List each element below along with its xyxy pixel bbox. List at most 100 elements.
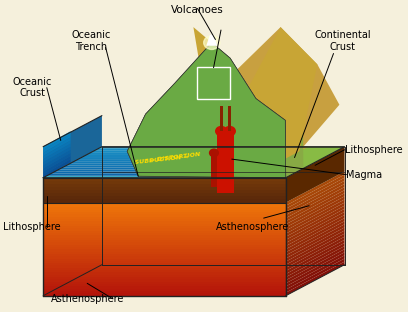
Polygon shape [43, 275, 286, 277]
Polygon shape [43, 156, 71, 175]
Polygon shape [43, 251, 286, 254]
Polygon shape [43, 280, 286, 282]
Text: Lithosphere: Lithosphere [3, 222, 61, 232]
Polygon shape [43, 294, 286, 296]
Polygon shape [75, 159, 204, 161]
Polygon shape [43, 233, 286, 235]
Text: ← DISTORTION: ← DISTORTION [149, 151, 201, 163]
Polygon shape [47, 173, 177, 176]
Polygon shape [286, 246, 344, 280]
Text: Oceanic
Trench: Oceanic Trench [71, 30, 111, 52]
Polygon shape [286, 218, 344, 252]
Polygon shape [286, 206, 344, 240]
Polygon shape [43, 176, 173, 178]
Polygon shape [286, 181, 344, 215]
Polygon shape [169, 147, 344, 178]
Circle shape [204, 36, 220, 50]
Text: Magma: Magma [346, 170, 383, 180]
Polygon shape [43, 137, 71, 156]
Polygon shape [43, 259, 286, 261]
Polygon shape [286, 249, 344, 283]
Polygon shape [228, 106, 231, 131]
Polygon shape [43, 291, 286, 294]
Polygon shape [43, 212, 286, 214]
Polygon shape [43, 134, 71, 153]
Polygon shape [43, 228, 286, 231]
Text: Asthenosphere: Asthenosphere [51, 294, 124, 304]
Polygon shape [59, 168, 189, 169]
Polygon shape [286, 243, 344, 277]
Polygon shape [286, 237, 344, 271]
Circle shape [224, 126, 235, 136]
Polygon shape [82, 155, 213, 157]
Circle shape [216, 126, 227, 136]
Polygon shape [43, 116, 102, 178]
Polygon shape [286, 147, 344, 202]
Polygon shape [286, 193, 344, 227]
Polygon shape [43, 266, 286, 268]
Polygon shape [98, 147, 228, 149]
Polygon shape [43, 187, 286, 190]
Polygon shape [286, 224, 344, 259]
Polygon shape [43, 207, 286, 210]
Bar [197, 67, 230, 99]
Polygon shape [90, 151, 220, 153]
Polygon shape [286, 215, 344, 249]
Text: Volcanoes: Volcanoes [171, 5, 224, 15]
Circle shape [210, 149, 218, 157]
Polygon shape [285, 111, 304, 178]
Polygon shape [43, 176, 172, 178]
Polygon shape [286, 261, 344, 296]
Polygon shape [43, 263, 286, 266]
Polygon shape [286, 202, 344, 237]
Text: SUBDUCTION →: SUBDUCTION → [135, 154, 189, 165]
Polygon shape [43, 270, 286, 272]
Text: Asthenosphere: Asthenosphere [216, 222, 289, 232]
Polygon shape [43, 254, 286, 256]
Polygon shape [43, 240, 286, 242]
Polygon shape [286, 172, 344, 206]
Polygon shape [286, 184, 344, 218]
Polygon shape [63, 165, 193, 168]
Polygon shape [43, 247, 286, 249]
Polygon shape [220, 106, 223, 131]
Polygon shape [43, 224, 286, 226]
Polygon shape [43, 245, 286, 247]
Polygon shape [43, 202, 286, 205]
Polygon shape [286, 234, 344, 268]
Polygon shape [43, 237, 286, 240]
Polygon shape [43, 150, 71, 168]
Polygon shape [43, 226, 286, 228]
Polygon shape [286, 231, 344, 265]
Polygon shape [43, 153, 71, 172]
Polygon shape [43, 131, 71, 150]
Polygon shape [43, 140, 71, 159]
Polygon shape [286, 178, 344, 212]
Polygon shape [43, 242, 286, 245]
Polygon shape [43, 235, 286, 237]
Polygon shape [286, 209, 344, 243]
Polygon shape [43, 144, 71, 162]
Polygon shape [43, 221, 286, 224]
Polygon shape [43, 272, 286, 275]
Polygon shape [94, 149, 224, 151]
Polygon shape [286, 252, 344, 286]
Polygon shape [225, 131, 234, 193]
Polygon shape [43, 147, 71, 165]
Text: Oceanic
Crust: Oceanic Crust [12, 77, 52, 99]
Polygon shape [43, 284, 286, 286]
Polygon shape [286, 221, 344, 256]
Polygon shape [217, 131, 226, 193]
Polygon shape [127, 43, 286, 178]
Polygon shape [55, 169, 185, 172]
Polygon shape [43, 214, 286, 217]
Polygon shape [43, 210, 286, 212]
Text: Lithosphere: Lithosphere [344, 145, 402, 155]
Polygon shape [67, 163, 197, 165]
Polygon shape [43, 181, 286, 184]
Polygon shape [43, 196, 286, 199]
Polygon shape [211, 153, 217, 187]
Polygon shape [286, 227, 344, 261]
Polygon shape [286, 199, 344, 234]
Polygon shape [43, 268, 286, 270]
